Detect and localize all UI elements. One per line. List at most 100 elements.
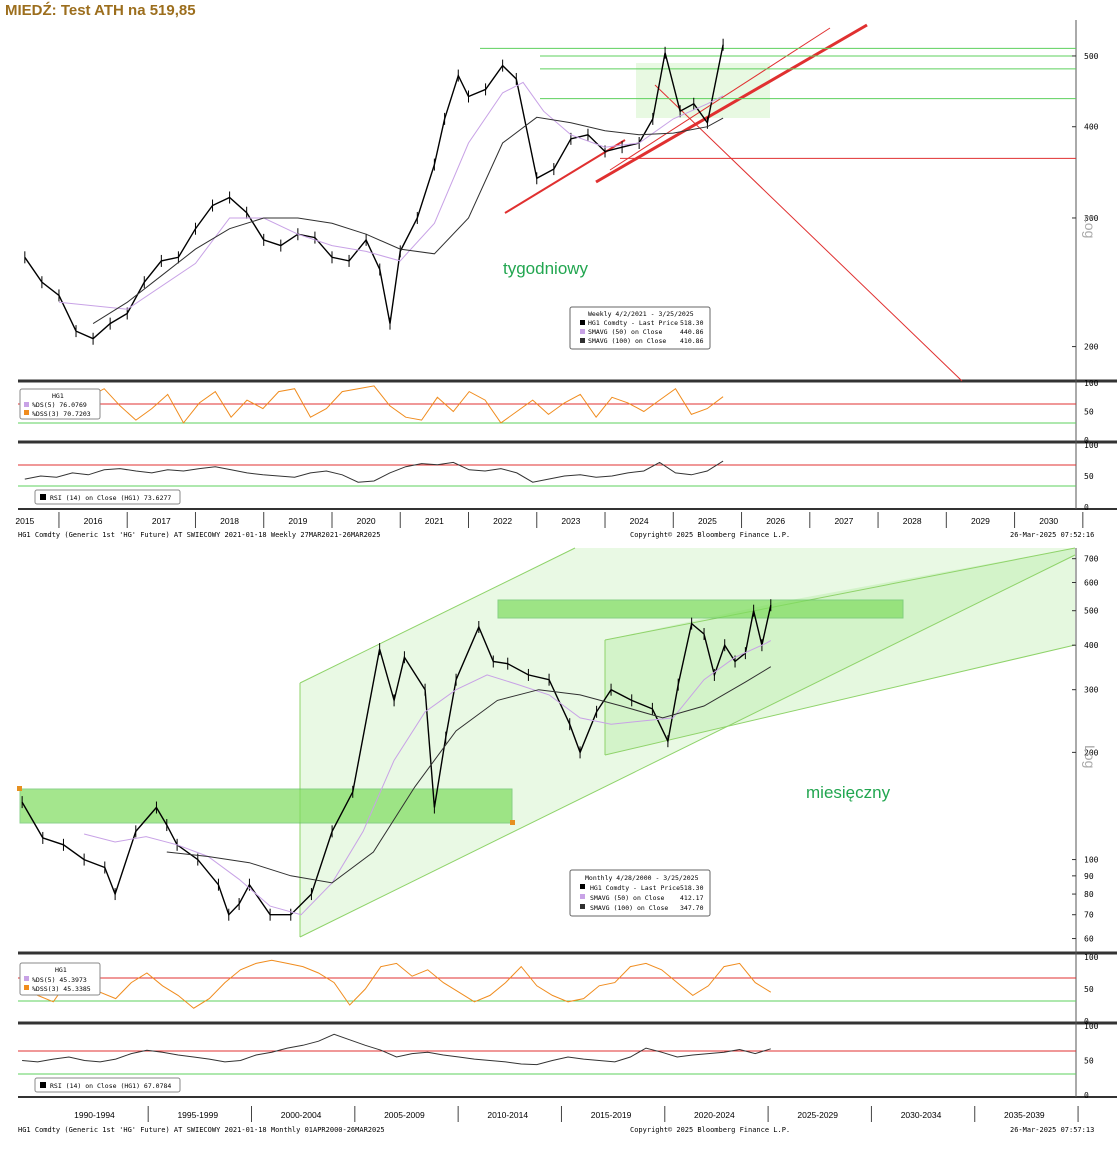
weekly-legend-value-price: 518.30	[680, 319, 704, 327]
weekly-legend-label-sma50: SMAVG (50) on Close	[588, 328, 662, 336]
weekly-xtick-label: 2017	[152, 516, 171, 526]
weekly-xtick-label: 2029	[971, 516, 990, 526]
weekly-series-line-0	[24, 44, 724, 340]
monthly-legend-value-price: 518.30	[680, 884, 704, 892]
monthly-rsi-panel: 100 50 0 RSI (14) on Close (HG1) 67.0784	[18, 1022, 1099, 1100]
monthly-xtick-label: 2000-2004	[281, 1110, 322, 1120]
weekly-rsi-panel: 100 50 0 RSI (14) on Close (HG1) 73.6277	[18, 441, 1099, 512]
monthly-legend-label-price: HG1 Comdty - Last Price	[590, 884, 680, 892]
weekly-ytick-label: 400	[1084, 123, 1099, 132]
monthly-stoch-ds: %DS(5) 45.3973	[32, 976, 87, 984]
monthly-ytick-label: 300	[1084, 686, 1099, 695]
monthly-footer-center: Copyright© 2025 Bloomberg Finance L.P.	[630, 1126, 790, 1134]
weekly-stoch-tick: 50	[1084, 408, 1094, 417]
weekly-footer-left: HG1 Comdty (Generic 1st 'HG' Future) AT …	[18, 531, 380, 539]
weekly-xtick-label: 2020	[357, 516, 376, 526]
weekly-ytick-label: 200	[1084, 343, 1099, 352]
monthly-stoch-panel: 100 50 0 HG1 %DS(5) 45.3973 %DSS(3) 45.338…	[18, 953, 1099, 1026]
weekly-xtick-label: 2026	[766, 516, 785, 526]
monthly-annotation: miesięczny	[806, 783, 891, 802]
weekly-xtick-label: 2021	[425, 516, 444, 526]
weekly-xtick-label: 2024	[630, 516, 649, 526]
monthly-xtick-label: 2025-2029	[797, 1110, 838, 1120]
monthly-channel-bottom	[299, 554, 1076, 938]
weekly-stoch-ds: %DS(5) 76.0769	[32, 401, 87, 409]
weekly-stoch-title: HG1	[52, 392, 64, 400]
monthly-xtick-label: 2015-2019	[591, 1110, 632, 1120]
weekly-rsi-line	[24, 460, 724, 483]
monthly-ytick-label: 400	[1084, 641, 1099, 650]
monthly-xtick-label: 1995-1999	[177, 1110, 218, 1120]
weekly-legend-value-sma100: 410.86	[680, 337, 704, 345]
weekly-legend-swatch-sma50	[580, 329, 585, 334]
monthly-inner-bottom	[604, 644, 1076, 756]
monthly-ath-zone	[497, 599, 904, 619]
weekly-log-label: Log	[1082, 215, 1098, 238]
weekly-ytick-label: 300	[1084, 214, 1099, 223]
weekly-stoch-line	[24, 385, 724, 424]
weekly-annotation: tygodniowy	[503, 259, 589, 278]
monthly-legend-value-sma50: 412.17	[680, 894, 704, 902]
monthly-rsi-tick: 50	[1084, 1057, 1094, 1066]
monthly-inner-channel-zone	[605, 548, 1075, 755]
monthly-stoch-tick: 0	[1084, 1017, 1089, 1026]
monthly-ytick-label: 100	[1084, 856, 1099, 865]
weekly-trend-support-2	[595, 23, 868, 184]
weekly-footer-center: Copyright© 2025 Bloomberg Finance L.P.	[630, 531, 790, 539]
weekly-xtick-label: 2023	[561, 516, 580, 526]
weekly-stoch-tick: 100	[1084, 379, 1099, 388]
weekly-rsi-tick: 0	[1084, 503, 1089, 512]
monthly-xtick-label: 2020-2024	[694, 1110, 735, 1120]
monthly-xtick-label: 2035-2039	[1004, 1110, 1045, 1120]
monthly-channel-zone	[300, 548, 1075, 937]
monthly-footer-left: HG1 Comdty (Generic 1st 'HG' Future) AT …	[18, 1126, 385, 1134]
monthly-stoch-title: HG1	[55, 966, 67, 974]
monthly-legend-swatch-sma100	[580, 904, 585, 909]
weekly-trend-resistance	[654, 84, 963, 382]
monthly-ytick-label: 700	[1084, 555, 1099, 564]
monthly-xtick-label: 2030-2034	[901, 1110, 942, 1120]
monthly-xtick-label: 1990-1994	[74, 1110, 115, 1120]
monthly-series-line-1	[83, 640, 772, 916]
weekly-legend-swatch-price	[580, 320, 585, 325]
weekly-xtick-label: 2019	[288, 516, 307, 526]
monthly-ytick-label: 600	[1084, 579, 1099, 588]
monthly-legend-swatch-sma50	[580, 894, 585, 899]
weekly-footer-right: 26-Mar-2025 07:52:16	[1010, 531, 1094, 539]
monthly-inner-top	[604, 547, 1076, 641]
weekly-xtick-label: 2015	[15, 516, 34, 526]
monthly-rsi-tick: 100	[1084, 1022, 1099, 1031]
weekly-rsi-label: RSI (14) on Close (HG1) 73.6277	[50, 494, 171, 502]
weekly-xtick-label: 2022	[493, 516, 512, 526]
monthly-stoch-tick: 50	[1084, 985, 1094, 994]
weekly-legend-value-sma50: 440.86	[680, 328, 704, 336]
monthly-support-zone	[19, 788, 513, 824]
monthly-rsi-line	[22, 1033, 771, 1066]
monthly-legend-swatch-price	[580, 884, 585, 889]
monthly-ytick-label: 200	[1084, 748, 1099, 757]
monthly-footer-right: 26-Mar-2025 07:57:13	[1010, 1126, 1094, 1134]
weekly-xtick-label: 2018	[220, 516, 239, 526]
weekly-series-line-2	[92, 116, 724, 325]
monthly-xtick-label: 2010-2014	[487, 1110, 528, 1120]
monthly-xtick-label: 2005-2009	[384, 1110, 425, 1120]
monthly-legend-title: Monthly 4/28/2000 - 3/25/2025	[585, 874, 699, 882]
monthly-series-line-2	[166, 666, 772, 884]
weekly-legend-label-sma100: SMAVG (100) on Close	[588, 337, 666, 345]
monthly-legend-value-sma100: 347.70	[680, 904, 704, 912]
weekly-stoch-panel: 100 50 0 HG1 %DS(5) 76.0769 %DSS(3) 70.720…	[18, 379, 1099, 445]
weekly-ytick-label: 500	[1084, 52, 1099, 61]
monthly-legend-label-sma50: SMAVG (50) on Close	[590, 894, 664, 902]
weekly-legend: Weekly 4/2/2021 - 3/25/2025 HG1 Comdty -…	[569, 306, 711, 350]
monthly-channel-top	[299, 547, 576, 684]
weekly-series-line-1	[58, 81, 724, 310]
monthly-stoch-tick: 100	[1084, 953, 1099, 962]
weekly-xtick-label: 2028	[903, 516, 922, 526]
weekly-legend-label-price: HG1 Comdty - Last Price	[588, 319, 678, 327]
page-title: MIEDŹ: Test ATH na 519,85	[5, 2, 196, 19]
monthly-ytick-label: 500	[1084, 607, 1099, 616]
monthly-ytick-label: 80	[1084, 890, 1094, 899]
